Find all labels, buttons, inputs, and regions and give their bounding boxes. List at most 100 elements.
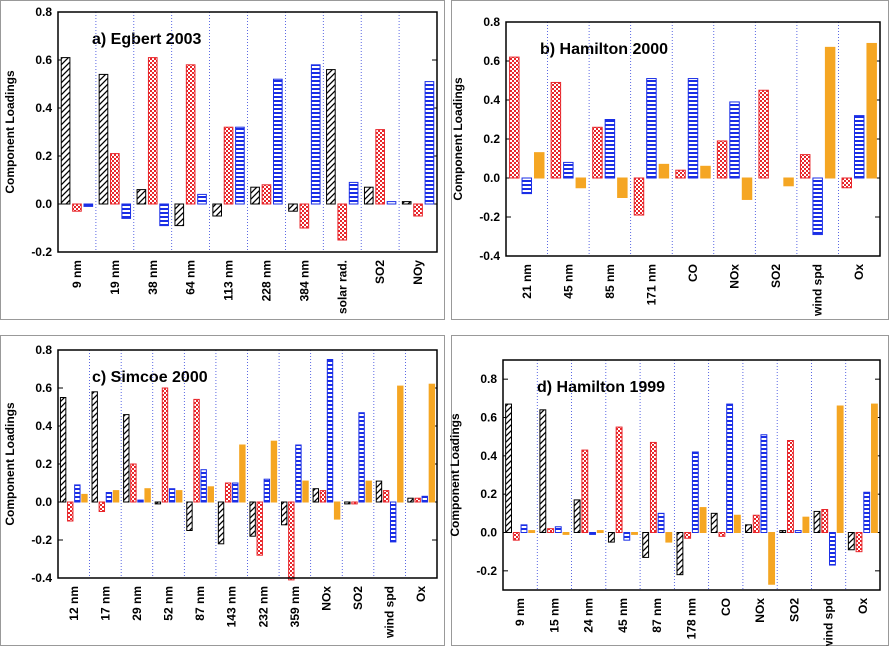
bar [121,203,132,219]
bar [414,497,421,503]
bar [866,42,877,179]
bar [375,129,385,205]
bar [272,78,283,205]
bar [604,119,616,179]
bar [72,203,82,212]
bar [351,501,358,505]
x-tick-label: 85 nm [603,264,617,299]
bar [83,203,94,207]
bar [91,391,98,503]
y-tick-label: 0.2 [35,149,52,163]
bar [733,514,741,533]
bar [60,57,71,205]
plot-frame [502,359,881,591]
bar [863,491,871,533]
bar [699,507,707,534]
bar [344,501,351,505]
chart-title: a) Egbert 2003 [92,31,201,48]
bar [729,101,740,179]
x-tick-label: 178 nm [685,598,699,639]
bar [176,490,183,503]
y-axis-label: Component Loadings [448,413,462,537]
bar [547,528,554,534]
chart-title: d) Hamilton 1999 [537,379,665,396]
x-tick-label: 52 nm [162,586,176,621]
y-tick-label: 0.8 [35,5,52,19]
bar [110,153,120,205]
y-tick-label: -0.2 [476,564,497,578]
x-tick-label: NOx [753,598,767,623]
x-tick-label: NOx [319,586,333,611]
y-tick-label: 0.0 [483,171,500,185]
bar [633,177,645,216]
bar [528,530,536,533]
bar [592,126,603,179]
bar [326,359,334,503]
bar [217,501,225,545]
bar [239,444,246,503]
bar [787,440,794,533]
bar [575,177,587,189]
bar [136,189,147,205]
chart-title: b) Hamilton 2000 [540,41,668,58]
x-tick-label: 9 nm [70,260,84,288]
bar [312,488,319,503]
bar [174,203,185,227]
y-axis-label: Component Loadings [451,77,465,201]
y-tick-label: 0.4 [35,419,52,433]
bar [193,398,200,503]
bar [607,532,615,543]
bar [365,480,372,503]
bar [631,532,638,535]
bar [684,532,692,539]
bar [813,510,821,533]
bar [59,397,67,503]
bar [855,532,863,553]
y-axis-label: Component Loadings [3,402,17,526]
x-tick-label: 228 nm [259,260,273,301]
bar [617,177,628,198]
bar [596,530,604,533]
x-tick-label: 45 nm [616,598,630,633]
bar [562,532,570,535]
bar [235,126,245,205]
bar [98,501,106,512]
plot-frame [57,11,438,253]
bar [185,64,196,205]
bar [186,501,193,531]
bar [363,186,374,205]
y-tick-label: 0.4 [480,449,497,463]
y-tick-label: 0.8 [480,372,497,386]
bar [726,403,734,534]
y-tick-label: 0.8 [483,15,500,29]
y-tick-label: -0.4 [479,249,500,263]
bar [249,501,256,537]
bar [520,524,528,533]
bar [333,501,341,520]
plot-frame [505,21,881,257]
x-tick-label: SO2 [373,260,387,284]
x-tick-label: SO2 [351,586,365,610]
y-tick-label: 0.0 [35,495,52,509]
x-tick-label: 359 nm [288,586,302,627]
bar [794,530,802,533]
bar [159,203,169,227]
bar [421,495,428,503]
x-tick-label: 9 nm [513,598,527,626]
bar [752,514,760,533]
bar [112,490,120,503]
x-tick-label: CO [686,264,700,282]
bar [573,499,581,533]
y-tick-label: 0.0 [480,526,497,540]
x-tick-label: 171 nm [644,264,658,305]
y-tick-label: 0.2 [35,457,52,471]
bar [281,501,288,526]
bar [853,115,865,179]
bar [539,409,547,534]
x-tick-label: 64 nm [184,260,198,295]
x-tick-label: 17 nm [98,586,112,621]
y-tick-label: 0.6 [35,53,52,67]
bar [144,488,151,503]
x-tick-label: 12 nm [67,586,81,621]
bar [687,78,699,179]
